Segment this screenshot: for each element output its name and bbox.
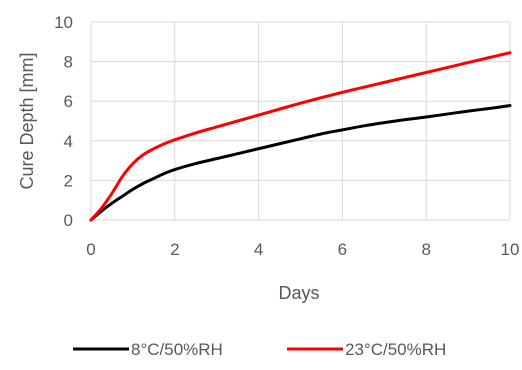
gridlines xyxy=(90,21,511,221)
x-axis-title: Days xyxy=(278,283,319,303)
y-tick-label: 2 xyxy=(64,171,73,190)
x-tick-label: 0 xyxy=(86,240,95,259)
x-tick-label: 6 xyxy=(338,240,347,259)
y-axis-title: Cure Depth [mm] xyxy=(17,52,37,189)
x-tick-label: 8 xyxy=(421,240,430,259)
series-lines xyxy=(89,51,512,222)
y-tick-label: 6 xyxy=(64,92,73,111)
y-tick-label: 8 xyxy=(64,53,73,72)
x-tick-label: 2 xyxy=(170,240,179,259)
y-tick-label: 10 xyxy=(54,13,73,32)
legend-label: 8°C/50%RH xyxy=(131,340,223,359)
x-tick-label: 4 xyxy=(254,240,263,259)
y-tick-label: 0 xyxy=(64,211,73,230)
legend: 8°C/50%RH 23°C/50%RH xyxy=(73,340,446,359)
x-axis-ticks: 0 2 4 6 8 10 xyxy=(86,240,519,259)
y-axis-ticks: 0 2 4 6 8 10 xyxy=(54,13,73,230)
x-tick-label: 10 xyxy=(501,240,520,259)
legend-label: 23°C/50%RH xyxy=(345,340,446,359)
y-tick-label: 4 xyxy=(64,132,73,151)
series-line-0 xyxy=(89,104,512,222)
series-line-1 xyxy=(89,51,512,222)
